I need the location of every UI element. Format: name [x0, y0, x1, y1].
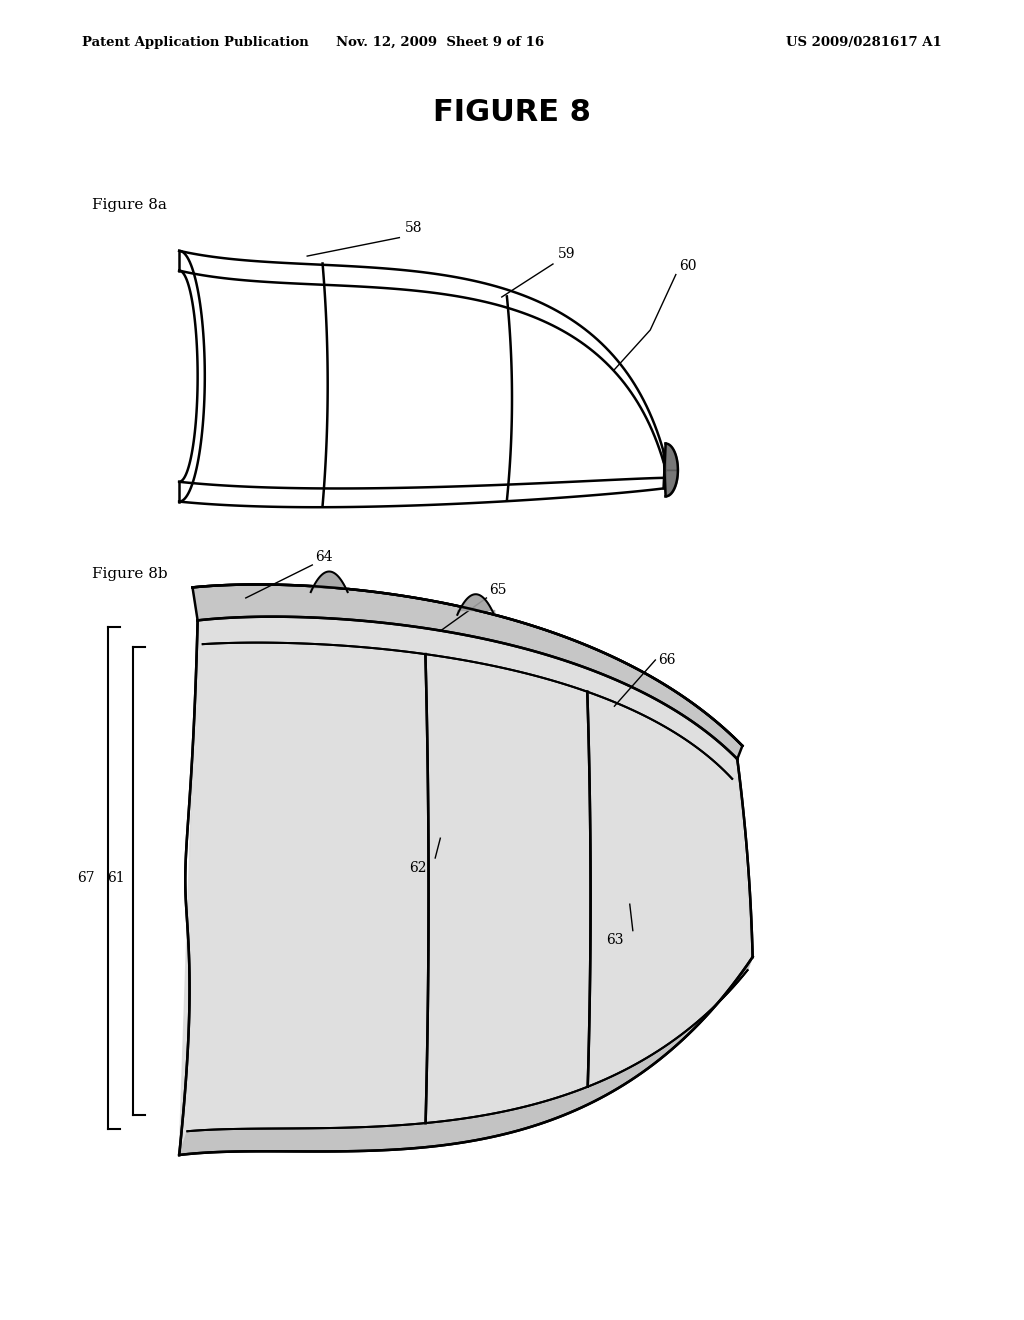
Text: 65: 65 [489, 582, 507, 597]
Text: 67: 67 [78, 871, 95, 884]
Text: FIGURE 8: FIGURE 8 [433, 98, 591, 127]
Polygon shape [193, 585, 742, 759]
Text: Figure 8a: Figure 8a [92, 198, 167, 211]
Text: Nov. 12, 2009  Sheet 9 of 16: Nov. 12, 2009 Sheet 9 of 16 [336, 36, 545, 49]
Text: 58: 58 [404, 220, 422, 235]
Text: US 2009/0281617 A1: US 2009/0281617 A1 [786, 36, 942, 49]
Text: 60: 60 [679, 259, 696, 273]
Text: 59: 59 [558, 247, 575, 261]
Text: 62: 62 [409, 861, 427, 875]
Polygon shape [179, 616, 753, 1155]
Text: 63: 63 [605, 933, 624, 948]
Polygon shape [179, 957, 753, 1155]
Text: 61: 61 [108, 871, 125, 884]
Text: Figure 8b: Figure 8b [92, 568, 168, 581]
Text: 64: 64 [315, 549, 333, 564]
Text: 66: 66 [658, 653, 676, 667]
Text: Patent Application Publication: Patent Application Publication [82, 36, 308, 49]
